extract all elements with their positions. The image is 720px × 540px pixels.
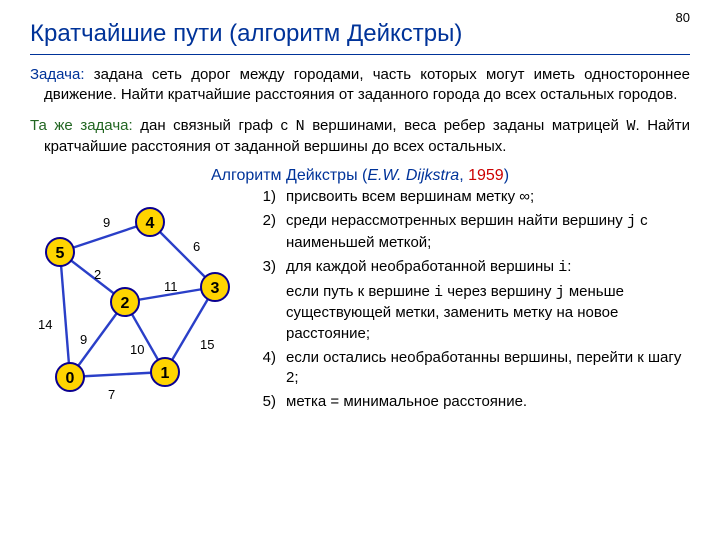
step-item: 5) метка = минимальное расстояние. — [258, 392, 690, 412]
slide-title: Кратчайшие пути (алгоритм Дейкстры) — [30, 0, 690, 55]
graph-node: 1 — [150, 357, 180, 387]
edge-weight: 11 — [164, 279, 178, 294]
step-text: метка = минимальное расстояние. — [286, 392, 690, 412]
edge-weight: 10 — [130, 342, 144, 357]
graph-node: 0 — [55, 362, 85, 392]
edge-weight: 7 — [108, 387, 115, 402]
step-number — [258, 282, 276, 344]
step-number: 4) — [258, 348, 276, 389]
algo-label-name: E.W. Dijkstra — [367, 167, 459, 184]
same-task-paragraph: Та же задача: дан связный граф с N верши… — [30, 116, 690, 158]
graph-node: 5 — [45, 237, 75, 267]
graph-node: 2 — [110, 287, 140, 317]
step-text: если путь к вершине i через вершину j ме… — [286, 282, 690, 344]
step-item: если путь к вершине i через вершину j ме… — [258, 282, 690, 344]
step-number: 5) — [258, 392, 276, 412]
step-number: 2) — [258, 211, 276, 253]
edge-weight: 9 — [103, 215, 110, 230]
step-item: 3) для каждой необработанной вершины i: — [258, 257, 690, 278]
graph-node: 3 — [200, 272, 230, 302]
task-lead: Задача: — [30, 66, 85, 83]
page-number: 80 — [676, 10, 690, 25]
task-text: задана сеть дорог между городами, часть … — [44, 66, 690, 103]
step-item: 2)среди нерассмотренных вершин найти вер… — [258, 211, 690, 253]
step-item: 1) присвоить всем вершинам метку ∞; — [258, 187, 690, 207]
algo-label-sep: , — [459, 167, 468, 184]
step-text: присвоить всем вершинам метку ∞; — [286, 187, 690, 207]
edge-weight: 2 — [94, 267, 101, 282]
step-number: 3) — [258, 257, 276, 278]
algorithm-steps: 1) присвоить всем вершинам метку ∞; 2)сред… — [258, 187, 690, 413]
step-item: 4)если остались необработанны вершины, п… — [258, 348, 690, 389]
task-paragraph: Задача: задана сеть дорог между городами… — [30, 65, 690, 106]
code-N: N — [296, 118, 305, 135]
step-text: если остались необработанны вершины, пер… — [286, 348, 690, 389]
edge-weight: 15 — [200, 337, 214, 352]
edge-weight: 14 — [38, 317, 52, 332]
edge-weight: 6 — [193, 239, 200, 254]
edge-weight: 9 — [80, 332, 87, 347]
step-number: 1) — [258, 187, 276, 207]
graph-node: 4 — [135, 207, 165, 237]
graph-diagram: 543210 9621114910157 — [30, 187, 250, 417]
algo-label-year: 1959 — [468, 167, 504, 184]
algo-label: Алгоритм Дейкстры (E.W. Dijkstra, 1959) — [30, 167, 690, 185]
step-text: для каждой необработанной вершины i: — [286, 257, 690, 278]
same-task-pre: дан связный граф с — [140, 117, 295, 134]
algo-label-pre: Алгоритм Дейкстры ( — [211, 167, 367, 184]
same-task-lead: Та же задача: — [30, 117, 133, 134]
algo-label-post: ) — [504, 167, 509, 184]
step-text: среди нерассмотренных вершин найти верши… — [286, 211, 690, 253]
same-task-mid: вершинами, веса ребер заданы матрицей — [305, 117, 627, 134]
